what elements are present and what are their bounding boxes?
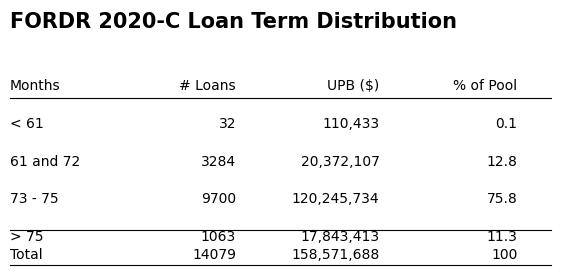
Text: Total: Total: [10, 248, 42, 262]
Text: 20,372,107: 20,372,107: [300, 155, 380, 169]
Text: # Loans: # Loans: [180, 79, 236, 93]
Text: % of Pool: % of Pool: [453, 79, 518, 93]
Text: 12.8: 12.8: [487, 155, 518, 169]
Text: 1063: 1063: [201, 230, 236, 244]
Text: 0.1: 0.1: [495, 117, 518, 131]
Text: 110,433: 110,433: [323, 117, 380, 131]
Text: < 61: < 61: [10, 117, 43, 131]
Text: 100: 100: [491, 248, 518, 262]
Text: 75.8: 75.8: [487, 192, 518, 206]
Text: > 75: > 75: [10, 230, 43, 244]
Text: 61 and 72: 61 and 72: [10, 155, 80, 169]
Text: 32: 32: [218, 117, 236, 131]
Text: 3284: 3284: [201, 155, 236, 169]
Text: 14079: 14079: [192, 248, 236, 262]
Text: 11.3: 11.3: [487, 230, 518, 244]
Text: 120,245,734: 120,245,734: [292, 192, 380, 206]
Text: 158,571,688: 158,571,688: [291, 248, 380, 262]
Text: 9700: 9700: [201, 192, 236, 206]
Text: FORDR 2020-C Loan Term Distribution: FORDR 2020-C Loan Term Distribution: [10, 12, 457, 32]
Text: Months: Months: [10, 79, 60, 93]
Text: 73 - 75: 73 - 75: [10, 192, 58, 206]
Text: UPB ($): UPB ($): [327, 79, 380, 93]
Text: 17,843,413: 17,843,413: [300, 230, 380, 244]
